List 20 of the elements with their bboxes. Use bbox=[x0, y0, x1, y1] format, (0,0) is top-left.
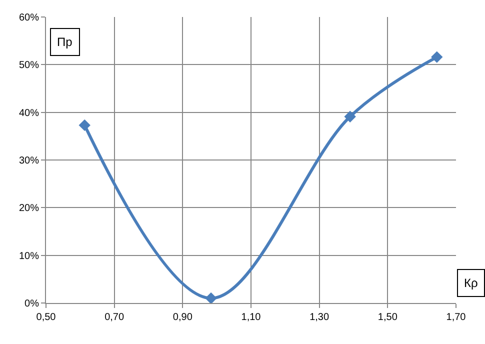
point bbox=[78, 119, 90, 132]
y-axis-title: Пр bbox=[57, 35, 73, 49]
x-tick-label: 0,70 bbox=[104, 312, 124, 323]
point bbox=[205, 292, 217, 304]
y-tick-label: 30% bbox=[18, 156, 40, 166]
y-tick-label: 0% bbox=[24, 298, 40, 310]
x-tick-label: 1,70 bbox=[446, 312, 466, 323]
x-tick-label: 0,50 bbox=[36, 312, 56, 323]
y-tick-label: 20% bbox=[18, 203, 40, 214]
point bbox=[344, 110, 356, 122]
y-tick-label: 60% bbox=[18, 12, 40, 24]
x-tick-label: 1,30 bbox=[310, 312, 330, 323]
x-tick-label: 1,50 bbox=[378, 312, 398, 323]
y-tick-label: 10% bbox=[18, 250, 40, 262]
x-tick-label: 1,10 bbox=[241, 312, 262, 323]
x-tick-label: 0,90 bbox=[172, 312, 193, 323]
x-axis-title: Кρ bbox=[464, 276, 478, 290]
y-tick-label: 50% bbox=[18, 60, 40, 72]
point bbox=[431, 51, 443, 63]
y-tick-label: 40% bbox=[18, 108, 40, 119]
